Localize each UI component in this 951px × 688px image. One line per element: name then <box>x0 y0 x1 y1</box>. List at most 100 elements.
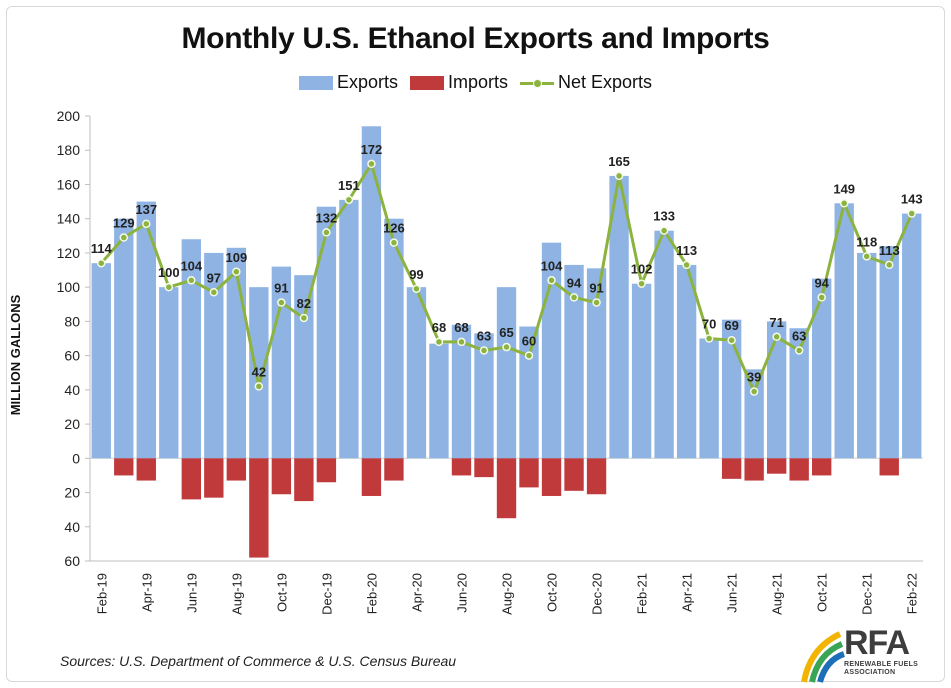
net-exports-point <box>637 279 646 288</box>
x-tick-label: Dec-20 <box>590 573 605 615</box>
chart-title: Monthly U.S. Ethanol Exports and Imports <box>181 22 770 55</box>
net-exports-point <box>547 276 556 285</box>
data-label: 99 <box>409 267 423 282</box>
rfa-logo-mark <box>801 631 846 683</box>
net-exports-point <box>502 342 511 352</box>
bar-exports <box>136 201 156 459</box>
bar-exports <box>609 175 629 459</box>
bar-exports <box>812 278 832 459</box>
bar-exports <box>429 343 449 459</box>
data-label: 60 <box>522 334 536 349</box>
x-tick-label: Apr-21 <box>680 573 695 612</box>
bar-exports <box>339 199 359 459</box>
bar-imports <box>564 458 584 491</box>
net-exports-point <box>524 351 534 360</box>
net-exports-point <box>142 219 151 229</box>
bars <box>91 126 922 558</box>
data-label: 133 <box>653 209 675 224</box>
legend-swatch-imports <box>409 75 444 90</box>
bar-exports <box>586 268 607 459</box>
data-label: 109 <box>225 250 247 265</box>
net-exports-point <box>254 382 264 391</box>
net-exports-point <box>772 332 781 342</box>
data-label: 132 <box>316 210 338 225</box>
net-exports-point <box>682 260 691 270</box>
bar-exports <box>406 287 427 459</box>
data-label: 68 <box>432 320 446 335</box>
data-label: 91 <box>589 281 603 296</box>
net-exports-point <box>659 226 669 235</box>
bar-imports <box>541 458 562 496</box>
data-label: 69 <box>724 318 738 333</box>
legend-label-exports: Exports <box>336 72 398 92</box>
y-tick-label: 0 <box>72 450 80 466</box>
data-label: 104 <box>180 258 202 273</box>
net-exports-point <box>592 298 601 307</box>
rfa-logo: RFA RENEWABLE FUELS ASSOCIATION <box>800 624 920 684</box>
x-tick-label: Aug-21 <box>770 573 785 615</box>
net-exports-point <box>794 346 804 355</box>
data-label: 94 <box>567 275 582 290</box>
net-exports-point <box>299 313 309 323</box>
net-exports-point <box>817 293 826 302</box>
net-exports-point <box>97 258 106 268</box>
net-exports-point <box>884 260 894 270</box>
bar-exports <box>159 287 179 459</box>
data-label: 102 <box>631 262 653 277</box>
bar-imports <box>766 458 787 474</box>
net-exports-point <box>322 228 331 237</box>
bar-imports <box>586 458 607 495</box>
legend-swatch-net-exports <box>520 76 554 90</box>
net-exports-point <box>344 195 354 205</box>
data-label: 71 <box>769 315 783 330</box>
net-exports-point <box>907 209 916 218</box>
x-tick-label: Dec-21 <box>860 573 875 615</box>
bar-imports <box>249 458 269 558</box>
y-tick-label: 40 <box>64 519 80 535</box>
bar-exports <box>496 287 517 459</box>
bar-exports <box>204 252 224 459</box>
x-tick-label: Aug-19 <box>229 573 244 615</box>
x-tick-label: Jun-20 <box>454 573 469 613</box>
net-exports-point <box>457 337 466 347</box>
x-tick-label: Dec-19 <box>319 573 334 615</box>
bar-exports <box>834 203 854 459</box>
x-tick-label: Feb-19 <box>94 573 109 614</box>
legend-swatch-exports <box>298 75 333 90</box>
net-exports-point <box>434 337 444 347</box>
legend-item-net-exports: Net Exports <box>520 72 652 93</box>
bar-exports <box>879 246 899 459</box>
data-label: 70 <box>702 317 716 332</box>
legend-item-exports: Exports <box>298 72 398 93</box>
y-tick-label: 140 <box>57 211 81 227</box>
bar-exports <box>541 242 562 459</box>
bar-exports <box>676 264 697 459</box>
net-exports-point <box>119 233 129 242</box>
y-tick-label: 60 <box>64 553 80 569</box>
y-tick-label: 40 <box>64 382 80 398</box>
bar-imports <box>519 458 539 488</box>
y-tick-label: 200 <box>57 108 81 124</box>
legend-label-net-exports: Net Exports <box>558 72 653 92</box>
x-tick-label: Aug-20 <box>500 573 515 615</box>
bar-exports <box>654 230 674 459</box>
y-tick-label: 120 <box>57 245 81 261</box>
bar-exports <box>316 206 337 459</box>
x-tick-label: Oct-20 <box>545 573 560 612</box>
data-label: 39 <box>747 370 761 385</box>
bar-exports <box>857 252 877 459</box>
bar-imports <box>181 458 201 500</box>
net-exports-point <box>209 288 219 297</box>
bar-imports <box>136 458 156 481</box>
data-label: 113 <box>676 243 697 258</box>
net-exports-point <box>412 284 421 294</box>
bar-exports <box>451 324 472 459</box>
y-tick-label: 20 <box>64 416 80 432</box>
logo-name: RFA <box>844 624 910 662</box>
y-tick-label: 20 <box>64 485 80 501</box>
bar-imports <box>451 458 472 476</box>
bar-imports <box>474 458 494 478</box>
data-label: 63 <box>792 328 806 343</box>
bar-imports <box>496 458 517 519</box>
